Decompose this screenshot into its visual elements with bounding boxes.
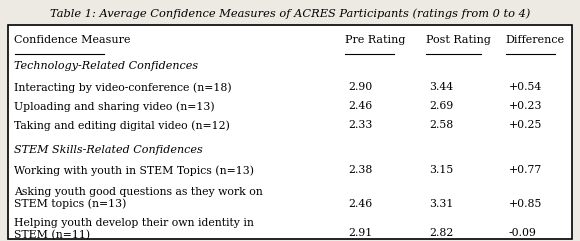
Text: +0.85: +0.85 [509, 199, 542, 209]
Text: Helping youth develop their own identity in
STEM (n=11): Helping youth develop their own identity… [14, 218, 255, 240]
Text: 3.44: 3.44 [429, 82, 454, 92]
Text: Confidence Measure: Confidence Measure [14, 35, 131, 45]
Text: 2.38: 2.38 [348, 165, 372, 175]
Text: 3.31: 3.31 [429, 199, 454, 209]
Text: +0.54: +0.54 [509, 82, 542, 92]
Text: Difference: Difference [506, 35, 565, 45]
Text: Pre Rating: Pre Rating [345, 35, 405, 45]
Text: Working with youth in STEM Topics (n=13): Working with youth in STEM Topics (n=13) [14, 165, 255, 176]
Text: 2.82: 2.82 [429, 228, 454, 238]
Text: 2.46: 2.46 [348, 101, 372, 111]
Text: Table 1: Average Confidence Measures of ACRES Participants (ratings from 0 to 4): Table 1: Average Confidence Measures of … [50, 8, 530, 19]
Text: 2.33: 2.33 [348, 120, 372, 130]
Text: 2.90: 2.90 [348, 82, 372, 92]
Text: Uploading and sharing video (n=13): Uploading and sharing video (n=13) [14, 101, 215, 112]
Text: +0.77: +0.77 [509, 165, 542, 175]
Text: Taking and editing digital video (n=12): Taking and editing digital video (n=12) [14, 120, 230, 131]
Text: +0.23: +0.23 [509, 101, 542, 111]
Text: 2.91: 2.91 [348, 228, 372, 238]
Text: Technology-Related Confidences: Technology-Related Confidences [14, 61, 198, 71]
Text: Interacting by video-conference (n=18): Interacting by video-conference (n=18) [14, 82, 232, 93]
Text: 2.46: 2.46 [348, 199, 372, 209]
FancyBboxPatch shape [8, 25, 572, 239]
Text: Post Rating: Post Rating [426, 35, 491, 45]
Text: Asking youth good questions as they work on
STEM topics (n=13): Asking youth good questions as they work… [14, 187, 263, 209]
Text: 2.69: 2.69 [429, 101, 454, 111]
Text: +0.25: +0.25 [509, 120, 542, 130]
Text: STEM Skills-Related Confidences: STEM Skills-Related Confidences [14, 145, 203, 154]
Text: 2.58: 2.58 [429, 120, 454, 130]
Text: 3.15: 3.15 [429, 165, 454, 175]
Text: -0.09: -0.09 [509, 228, 536, 238]
